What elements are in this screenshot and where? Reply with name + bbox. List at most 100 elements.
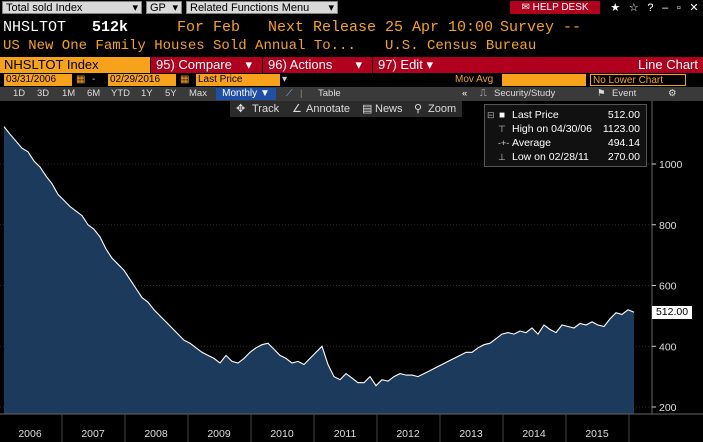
zoom-button[interactable]: Zoom	[428, 103, 457, 115]
news-button[interactable]: News	[375, 103, 403, 115]
zoom-icon[interactable]: ⚲	[414, 103, 423, 115]
x-axis-ticks: 2006 2007 2008 2009 2010 2011 2012 2013 2014 2015	[18, 414, 630, 442]
chevron-down-icon: ▾	[172, 2, 178, 14]
news-icon[interactable]: ▤	[362, 103, 373, 115]
help-desk-label: HELP DESK	[532, 2, 589, 13]
chart-type-label: Line Chart	[638, 57, 698, 72]
legend-low: ⊥ Low on 02/28/11 270.00	[498, 151, 640, 163]
price-chart[interactable]: 200 400 600 800 1000 2006 2007 2008 2009 2010 201…	[0, 101, 703, 442]
x-tick-label: 2008	[144, 428, 168, 440]
star-icon[interactable]: ★	[610, 2, 621, 14]
chevron-down-icon: ▾	[132, 2, 138, 14]
period-bar: 1D 3D 1M 6M YTD 1Y 5Y Max Monthly ▼ ⟋ | …	[0, 87, 703, 101]
period-1d[interactable]: 1D	[13, 88, 26, 99]
market-selector[interactable]: GP ▾	[146, 1, 182, 14]
security-study-icon[interactable]: ⎍	[480, 88, 487, 99]
calendar-icon[interactable]: ▦	[180, 74, 190, 85]
line-chart-icon[interactable]: ⟋	[286, 88, 293, 99]
period-1y[interactable]: 1Y	[141, 88, 153, 99]
actions-label: 96) Actions	[268, 57, 333, 72]
survey: Survey --	[500, 19, 582, 36]
collapse-icon[interactable]: ⊟	[487, 110, 495, 120]
mov-avg-field[interactable]	[502, 74, 586, 86]
chevron-down-icon: ▾	[328, 2, 334, 14]
restore-icon[interactable]: ▫	[676, 2, 681, 14]
security-selector[interactable]: Total sold Index ▾	[2, 1, 142, 14]
start-date-field[interactable]: 03/31/2006	[4, 74, 72, 86]
x-tick-label: 2012	[396, 428, 420, 440]
table-button[interactable]: Table	[318, 88, 341, 99]
y-tick-label: 400	[659, 341, 677, 353]
ticker: NHSLTOT	[3, 19, 67, 36]
question-icon[interactable]: ?	[647, 2, 654, 14]
flag-icon[interactable]: ⚑	[597, 88, 606, 99]
security-field[interactable]: NHSLTOT Index	[0, 57, 150, 73]
date-separator: -	[92, 74, 96, 85]
actions-button[interactable]: 96) Actions ▾	[262, 57, 366, 73]
calendar-icon[interactable]: ▦	[76, 74, 86, 85]
chevron-down-icon: ▼	[259, 88, 270, 99]
chevron-down-icon: ▾	[355, 57, 362, 72]
average-marker-icon: -+-	[498, 138, 510, 148]
price-field-label: Last Price	[198, 74, 243, 85]
edit-button[interactable]: 97) Edit ▾	[372, 57, 437, 73]
x-tick-label: 2009	[207, 428, 231, 440]
help-desk-icon: ✉	[521, 2, 533, 13]
divider: |	[300, 88, 303, 99]
period-label: For Feb	[177, 19, 241, 36]
description: US New One Family Houses Sold Annual To.…	[3, 38, 356, 54]
help-desk-button[interactable]: ✉ HELP DESK	[510, 1, 600, 14]
annotate-button[interactable]: Annotate	[306, 103, 351, 115]
related-functions-label: Related Functions Menu	[190, 2, 310, 14]
y-tick-label: 1000	[659, 159, 683, 171]
period-3d[interactable]: 3D	[37, 88, 50, 99]
y-axis-ticks: 200 400 600 800 1000	[652, 159, 683, 414]
frequency-select[interactable]: Monthly ▼	[216, 88, 276, 100]
price-field-select[interactable]: Last Price	[196, 74, 280, 86]
related-functions-menu[interactable]: Related Functions Menu ▾	[186, 1, 338, 14]
compare-button[interactable]: 95) Compare ▾	[150, 57, 256, 73]
chevron-down-icon[interactable]: ▾	[282, 74, 288, 85]
star-icon[interactable]: ☆	[628, 2, 639, 14]
legend-high: ⊤ High on 04/30/06 1123.00	[498, 123, 640, 135]
headline: NHSLTOT 512k For Feb Next Release 25 Apr…	[0, 19, 703, 37]
chart-toolbar: ✥ Track ∠ Annotate ▤ News ⚲ Zoom	[230, 101, 462, 117]
lower-chart-select[interactable]: No Lower Chart	[590, 74, 686, 86]
price-line	[3, 126, 635, 387]
minimize-icon[interactable]: –	[662, 2, 669, 14]
collapse-icon[interactable]: «	[462, 88, 468, 99]
compare-label: 95) Compare	[156, 57, 232, 72]
legend-last-price: ⊟ ■ Last Price 512.00	[487, 109, 640, 121]
lower-chart-label: No Lower Chart	[593, 75, 664, 86]
event-button[interactable]: Event	[612, 88, 637, 99]
security-selector-label: Total sold Index	[6, 2, 83, 14]
checkbox-icon[interactable]: ■	[499, 110, 506, 121]
chart-legend[interactable]: ⊟ ■ Last Price 512.00 ⊤ High on 04/30/06…	[484, 104, 647, 167]
gear-icon[interactable]: ⚙	[668, 88, 677, 99]
high-marker-icon: ⊤	[498, 124, 506, 134]
date-range-bar: 03/31/2006 ▦ - 02/29/2016 ▦ Last Price ▾…	[0, 73, 703, 87]
track-button[interactable]: Track	[252, 103, 280, 115]
period-6m[interactable]: 6M	[87, 88, 101, 99]
chevron-down-icon: ▾	[245, 57, 252, 72]
period-1m[interactable]: 1M	[62, 88, 76, 99]
x-tick-label: 2006	[18, 428, 42, 440]
end-date-field[interactable]: 02/29/2016	[108, 74, 176, 86]
security-study-button[interactable]: Security/Study	[494, 88, 556, 99]
track-icon[interactable]: ✥	[236, 103, 246, 115]
last-value-tag: 512.00	[652, 306, 692, 319]
next-release: Next Release 25 Apr 10:00	[268, 19, 494, 36]
x-tick-label: 2011	[334, 428, 357, 440]
period-max[interactable]: Max	[189, 88, 207, 99]
close-icon[interactable]: ✕	[689, 2, 699, 14]
source: U.S. Census Bureau	[385, 38, 537, 54]
mov-avg-label: Mov Avg	[455, 74, 494, 85]
market-selector-label: GP	[150, 2, 166, 14]
function-bar: NHSLTOT Index 95) Compare ▾ 96) Actions …	[0, 57, 703, 73]
y-tick-label: 800	[659, 220, 677, 232]
period-5y[interactable]: 5Y	[165, 88, 177, 99]
annotate-icon[interactable]: ∠	[292, 103, 302, 115]
period-ytd[interactable]: YTD	[111, 88, 130, 99]
price-area	[4, 126, 634, 414]
x-tick-label: 2015	[585, 428, 609, 440]
